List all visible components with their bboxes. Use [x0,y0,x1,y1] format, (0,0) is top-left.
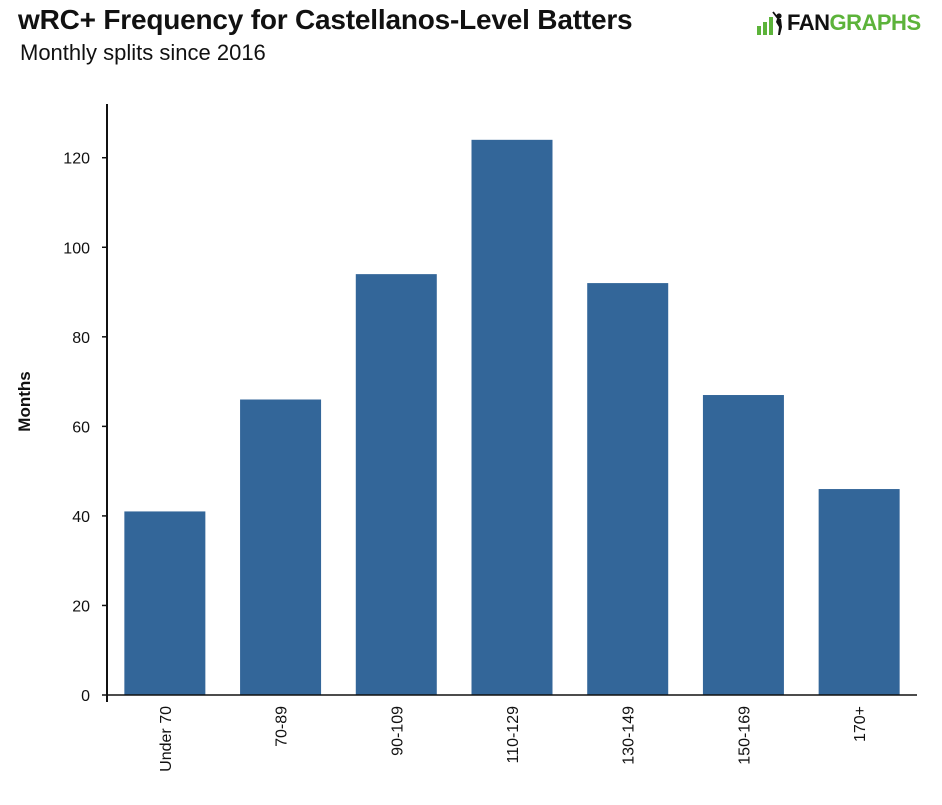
bar [471,139,553,695]
bar [240,399,322,695]
bar [818,489,900,695]
x-tick-label: 90-109 [389,706,406,756]
y-axis-label: Months [15,371,34,431]
y-tick-label: 20 [72,598,90,615]
y-tick-label: 80 [72,330,90,347]
bar [124,511,206,695]
bars-layer [124,139,900,695]
chart-subtitle: Monthly splits since 2016 [20,40,266,65]
x-tick-label: 70-89 [274,706,291,747]
bar [355,274,437,695]
y-tick-label: 60 [72,419,90,436]
y-axis: 0 20 40 60 80 100 120 [63,104,108,705]
y-tick-label: 40 [72,509,90,526]
x-tick-label: 170+ [852,706,869,742]
x-tick-label: 110-129 [505,706,522,764]
x-tick-label: Under 70 [158,706,175,772]
x-tick-label: 150-169 [736,706,753,765]
logo-text-fan: FAN [787,10,830,35]
fangraphs-batter-icon [757,11,782,35]
y-tick-label: 100 [63,240,90,257]
y-tick-label: 0 [81,688,90,705]
bar [587,283,669,695]
logo-text-graphs: GRAPHS [829,10,922,35]
y-tick-label: 120 [63,151,90,168]
x-axis: Under 70 70-89 90-109 110-129 130-149 150-169… [107,694,917,772]
fangraphs-logo: FAN GRAPHS [756,10,921,36]
x-tick-label: 130-149 [621,706,638,765]
chart-title: wRC+ Frequency for Castellanos-Level Bat… [18,4,633,35]
bar [702,395,784,695]
